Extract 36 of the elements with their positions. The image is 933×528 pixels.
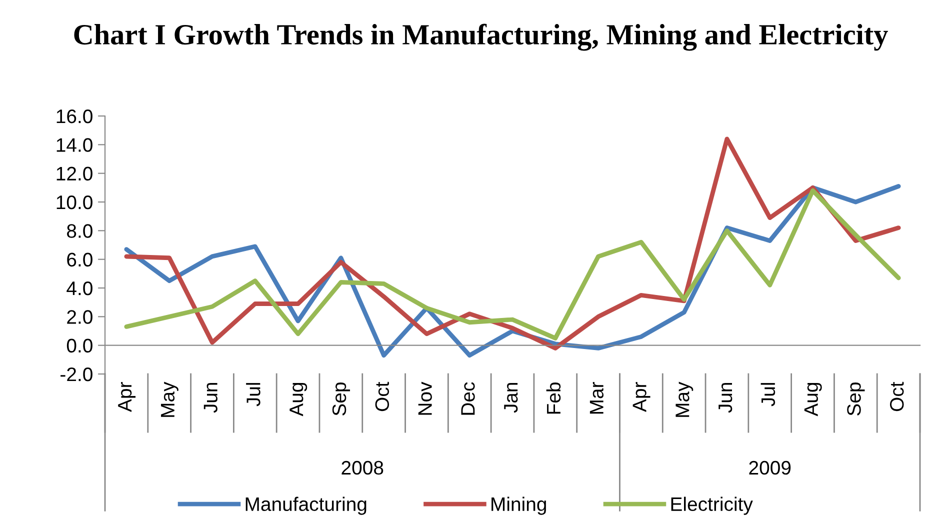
legend-label: Mining — [492, 496, 546, 515]
x-tick-label: Sep — [332, 382, 350, 416]
y-tick-label: 16.0 — [56, 109, 92, 124]
x-tick-label: Aug — [804, 382, 822, 416]
x-tick-label: Nov — [418, 382, 432, 415]
x-tick-label: Dec — [461, 382, 475, 415]
text: 2008 — [342, 460, 384, 475]
y-tick-label: 0.0 — [66, 338, 92, 353]
x-tick-label: Apr — [118, 382, 136, 412]
x-tick-label: May — [160, 382, 178, 417]
x-tick-label: Apr — [632, 382, 650, 412]
x-tick-label: Oct — [890, 382, 904, 412]
y-tick-label: 10.0 — [56, 195, 92, 210]
x-tick-label: Jul — [760, 383, 776, 406]
x-tick-label: Jul — [246, 383, 260, 406]
x-tick-label: May — [676, 382, 694, 417]
x-tick-label: Mar — [590, 382, 604, 414]
x-tick-label: Oct — [375, 382, 390, 412]
x-tick-label: Feb — [546, 382, 561, 414]
line-series — [124, 136, 901, 350]
y-tick-label: 14.0 — [56, 138, 92, 152]
x-tick-label: Jun — [718, 383, 732, 413]
x-tick-label: Jun — [204, 383, 218, 413]
chart-title: Chart I Growth Trends in Manufacturing, Mining and Electricity — [74, 24, 888, 51]
y-tick-label: -2.0 — [60, 367, 92, 382]
x-tick-label: Sep — [847, 382, 865, 416]
y-tick-label: 4.0 — [66, 281, 92, 296]
x-tick-label: Jan — [504, 383, 518, 413]
y-tick-label: 8.0 — [67, 224, 92, 238]
text: 2009 — [749, 460, 791, 475]
y-tick-label: 12.0 — [56, 166, 92, 181]
y-tick-label: 6.0 — [67, 252, 92, 267]
x-tick-label: Aug — [290, 382, 308, 416]
y-tick-label: 2.0 — [67, 310, 92, 324]
legend-label: Manufacturing — [246, 496, 366, 515]
legend-label: Electricity — [671, 496, 753, 515]
